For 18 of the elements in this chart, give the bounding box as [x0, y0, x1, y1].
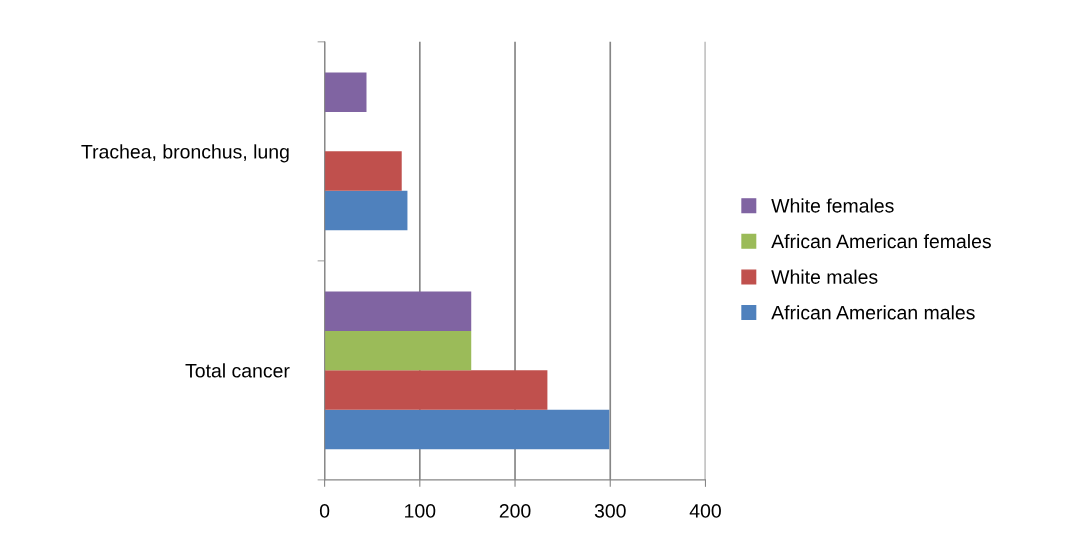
x-tick-label: 200: [499, 504, 531, 518]
legend-label: White females: [771, 198, 894, 213]
bar: [324, 72, 367, 112]
bar: [324, 370, 548, 410]
bar: [324, 291, 472, 331]
bar: [324, 190, 408, 231]
x-tick-label: 300: [594, 504, 626, 518]
bar: [324, 409, 610, 450]
legend-label: African American males: [771, 305, 975, 320]
x-tick-label: 0: [319, 504, 330, 518]
x-tick-label: 100: [405, 504, 436, 518]
y-tick-label: Trachea, bronchus, lung: [81, 144, 289, 163]
bar: [324, 330, 472, 371]
legend-label: White males: [771, 269, 878, 284]
x-tick-label: 400: [689, 504, 721, 518]
y-tick-label: Total cancer: [185, 363, 290, 378]
bar: [324, 151, 402, 191]
legend-label: African American females: [771, 233, 991, 249]
